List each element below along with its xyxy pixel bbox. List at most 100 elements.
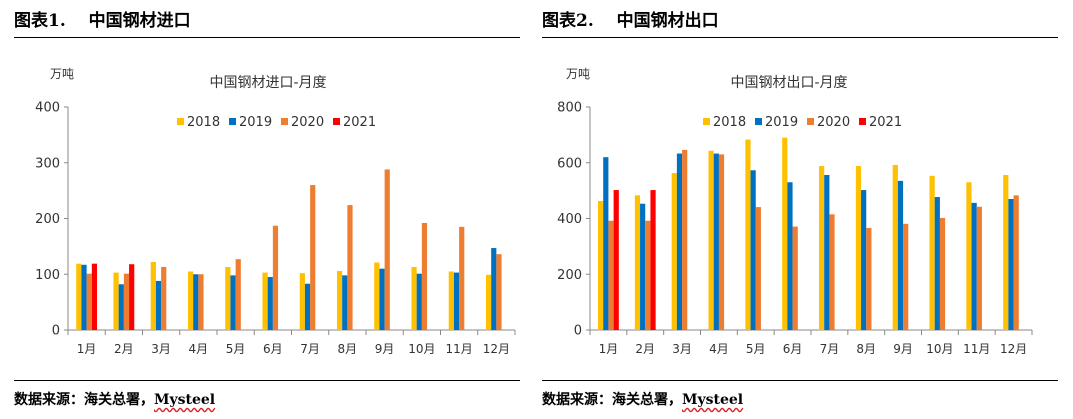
chart1-bar-2018 [411,267,417,330]
figure-1-footer: 数据来源：海关总署，Mysteel [14,380,520,413]
chart1-x-tick-label: 11月 [445,342,472,356]
chart2-legend-swatch-2019 [755,118,762,125]
chart2-bar-2019 [750,170,756,330]
chart1-bar-2020 [272,225,279,330]
chart2-bar-2020 [866,227,872,330]
chart1-bar-2021 [129,264,135,330]
chart2-bar-2020 [792,226,798,330]
chart2-bar-2018 [671,173,677,330]
chart1-bar-2020 [421,222,428,330]
figure-1-header: 图表1. 中国钢材进口 [14,0,520,38]
chart1-bar-2018 [187,271,194,330]
chart2-bar-2019 [861,190,867,330]
chart1-bar-2019 [155,280,162,330]
chart2-legend-swatch-2020 [807,118,814,125]
chart1-bar-2020 [161,267,167,330]
chart1-bar-2018 [485,274,492,330]
chart2-x-tick-label: 1月 [599,342,619,356]
chart1-legend-label-2018: 2018 [187,115,220,130]
chart1-bar-2019 [118,284,124,330]
chart1-x-tick-label: 12月 [483,342,510,356]
chart2-bar-2020 [903,223,909,330]
chart1-bar-2020 [384,169,390,330]
chart2-x-tick-label: 7月 [820,342,840,356]
chart1-bar-2019 [491,248,497,330]
chart2-y-tick-label: 200 [557,268,582,283]
chart1-bar-2018 [262,272,268,330]
figure-2-source-brand: Mysteel [682,392,744,408]
chart2-bar-2020 [1013,195,1019,330]
chart2-bar-2018 [782,137,788,330]
chart2-legend-label-2019: 2019 [765,115,798,130]
chart2-bar-2019 [971,202,977,330]
chart2-y-tick-label: 0 [574,324,582,339]
chart2-bar-2020 [682,149,688,330]
chart2-title: 中国钢材出口-月度 [730,75,847,91]
chart2-bar-2020 [939,217,946,330]
chart2-x-tick-label: 3月 [672,342,692,356]
figure-2-footer: 数据来源：海关总署，Mysteel [542,380,1058,413]
chart2-bar-2020 [976,206,982,330]
figure-1-source-brand: Mysteel [154,392,216,408]
figure-2-source: 数据来源：海关总署，Mysteel [542,389,743,409]
chart1-bar-2018 [113,272,119,330]
chart1-legend-swatch-2020 [281,118,288,125]
chart2-bar-2018 [929,175,935,330]
chart1-legend-label-2020: 2020 [291,115,324,130]
chart2-bar-2019 [676,153,683,330]
chart2-bar-2018 [892,164,898,330]
chart2-bar-2019 [603,157,609,330]
chart2-bar-2021 [613,190,619,330]
chart1-x-tick-label: 1月 [77,342,97,356]
figure-2-header: 图表2. 中国钢材出口 [542,0,1058,38]
chart1-bar-2019 [304,283,311,330]
chart2-bar-2019 [897,180,904,330]
chart1-bar-2019 [379,268,385,330]
chart2-x-tick-label: 10月 [926,342,953,356]
chart2-legend-label-2020: 2020 [817,115,850,130]
chart1-y-tick-label: 200 [35,212,60,227]
chart2-x-tick-label: 5月 [746,342,766,356]
chart1-x-tick-label: 3月 [151,342,171,356]
chart1-bar-2018 [299,273,305,330]
chart1-x-tick-label: 7月 [300,342,320,356]
chart2-y-tick-label: 600 [557,156,582,171]
chart1-bar-2019 [453,272,460,330]
chart1-bar-2019 [342,275,348,330]
chart1-y-tick-label: 400 [35,101,60,116]
chart2-legend-swatch-2018 [703,118,710,125]
chart2-x-tick-label: 11月 [963,342,990,356]
chart2-bar-2018 [966,182,972,330]
chart1-bar-2020 [310,185,316,330]
figure-1-source: 数据来源：海关总署，Mysteel [14,389,215,409]
chart1-bar-2020 [235,259,241,330]
chart2-legend-label-2021: 2021 [869,115,902,130]
chart1-bar-2018 [76,263,82,330]
chart2-bar-2019 [713,153,719,330]
chart1-x-tick-label: 5月 [226,342,246,356]
chart2-bar-2018 [819,166,825,330]
chart1-legend-label-2021: 2021 [343,115,376,130]
chart2-bar-2020 [755,207,761,330]
chart1-x-tick-label: 2月 [114,342,134,356]
chart1-bar-2021 [91,263,98,330]
chart2-bar-2018 [855,166,862,330]
chart2-bar-2018 [598,200,604,330]
chart1-x-tick-label: 8月 [338,342,358,356]
chart2-x-tick-label: 9月 [893,342,913,356]
figure-2-source-prefix: 数据来源：海关总署， [542,392,682,408]
chart2-bar-2019 [1008,198,1014,330]
chart2-bar-2020 [829,214,835,330]
chart1-legend-swatch-2018 [177,118,184,125]
chart1-x-tick-label: 4月 [189,342,209,356]
chart2-bar-2020 [718,154,725,330]
chart2-bar-2018 [708,150,714,330]
chart1-legend-label-2019: 2019 [239,115,272,130]
chart1-x-tick-label: 10月 [408,342,435,356]
chart1-bar-2019 [230,275,236,330]
chart1-bar-2020 [86,273,92,330]
chart2-bar-2019 [640,203,646,330]
figure-2-title: 图表2. 中国钢材出口 [542,11,719,31]
chart2-x-tick-label: 12月 [1000,342,1027,356]
chart1-bar-2018 [336,270,343,330]
